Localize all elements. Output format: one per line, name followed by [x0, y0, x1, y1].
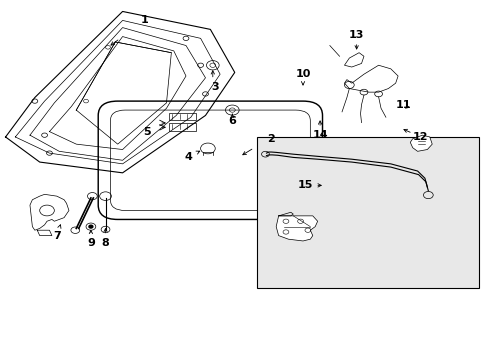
Text: 8: 8	[102, 238, 109, 248]
Bar	[168, 123, 195, 131]
Text: 7: 7	[53, 231, 61, 240]
Text: 12: 12	[411, 132, 427, 142]
Text: 2: 2	[267, 134, 275, 144]
Text: 14: 14	[312, 130, 327, 140]
Text: 11: 11	[394, 100, 410, 110]
Polygon shape	[276, 216, 317, 241]
Text: 10: 10	[295, 69, 310, 79]
Text: 1: 1	[141, 15, 148, 26]
Text: 15: 15	[297, 180, 312, 190]
Text: 9: 9	[87, 238, 95, 248]
Bar	[256, 137, 478, 288]
Polygon shape	[344, 65, 397, 92]
Polygon shape	[344, 53, 363, 67]
Text: 6: 6	[228, 116, 236, 126]
Text: 5: 5	[143, 127, 150, 136]
Polygon shape	[409, 135, 431, 151]
Text: 3: 3	[211, 82, 219, 92]
Circle shape	[89, 225, 93, 228]
Text: 4: 4	[184, 152, 192, 162]
Bar	[168, 113, 195, 121]
Text: 13: 13	[348, 30, 364, 40]
Polygon shape	[30, 194, 69, 230]
